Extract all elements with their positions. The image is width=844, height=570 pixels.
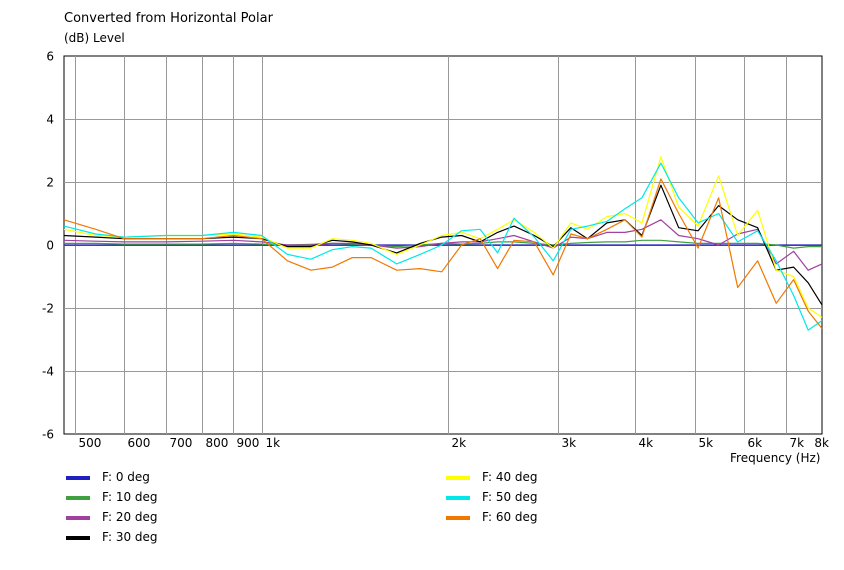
series-line xyxy=(63,156,823,318)
y-tick-label: -2 xyxy=(42,302,54,316)
legend-label: F: 30 deg xyxy=(102,530,158,544)
legend-swatch xyxy=(446,496,470,500)
legend-swatch xyxy=(66,536,90,540)
x-axis-label: Frequency (Hz) xyxy=(730,451,821,465)
y-axis-label: (dB) Level xyxy=(64,31,125,45)
legend-swatch xyxy=(446,516,470,520)
y-tick-label: 4 xyxy=(46,113,54,127)
series-line xyxy=(63,162,823,331)
x-tick-label: 800 xyxy=(206,436,229,450)
x-tick-label: 6k xyxy=(748,436,763,450)
y-tick-label: -6 xyxy=(42,428,54,442)
x-tick-label: 500 xyxy=(79,436,102,450)
legend-label: F: 50 deg xyxy=(482,490,538,504)
x-tick-label: 2k xyxy=(452,436,467,450)
series-line xyxy=(63,178,823,329)
y-tick-label: -4 xyxy=(42,365,54,379)
x-tick-label: 1k xyxy=(266,436,281,450)
x-tick-label: 700 xyxy=(170,436,193,450)
legend-label: F: 10 deg xyxy=(102,490,158,504)
legend-label: F: 20 deg xyxy=(102,510,158,524)
x-tick-label: 900 xyxy=(237,436,260,450)
x-tick-label: 600 xyxy=(128,436,151,450)
x-tick-label: 3k xyxy=(562,436,577,450)
y-tick-label: 0 xyxy=(46,239,54,253)
legend-label: F: 0 deg xyxy=(102,470,150,484)
series-line xyxy=(63,219,823,271)
legend-swatch xyxy=(66,496,90,500)
chart-title: Converted from Horizontal Polar xyxy=(64,11,273,26)
x-tick-label: 5k xyxy=(699,436,714,450)
y-tick-label: 2 xyxy=(46,176,54,190)
y-tick-label: 6 xyxy=(46,50,54,64)
legend-label: F: 60 deg xyxy=(482,510,538,524)
legend-swatch xyxy=(66,516,90,520)
x-tick-label: 4k xyxy=(639,436,654,450)
x-tick-label: 8k xyxy=(814,436,829,450)
x-tick-label: 7k xyxy=(790,436,805,450)
legend-swatch xyxy=(446,476,470,480)
legend-swatch xyxy=(66,476,90,480)
legend-label: F: 40 deg xyxy=(482,470,538,484)
